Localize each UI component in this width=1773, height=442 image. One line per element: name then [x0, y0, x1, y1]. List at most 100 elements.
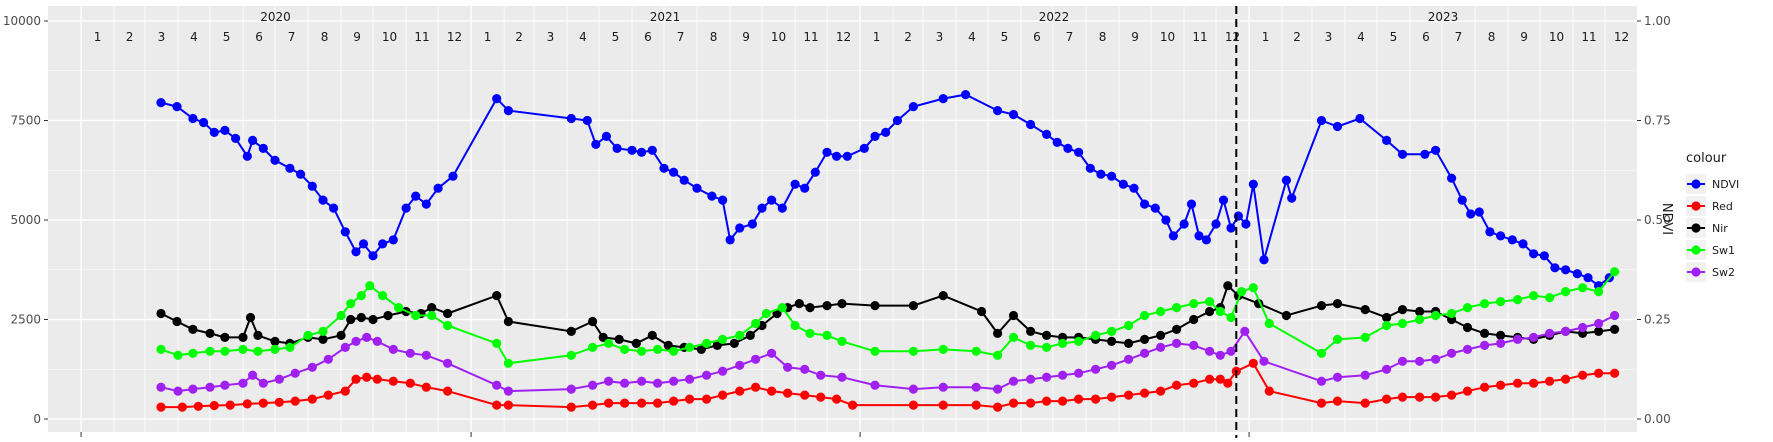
point-sw1 [1431, 310, 1441, 321]
point-sw1 [1237, 287, 1247, 297]
point-sw1 [188, 348, 198, 358]
point-nir [663, 340, 673, 350]
point-ndvi [747, 219, 758, 229]
point-red [492, 400, 502, 410]
point-nir [745, 330, 755, 340]
point-sw1 [637, 346, 647, 356]
month-label: 8 [1099, 30, 1107, 44]
point-ndvi [1074, 147, 1084, 157]
point-sw1 [777, 303, 787, 313]
point-nir [336, 330, 346, 340]
point-nir [598, 332, 608, 342]
month-label: 9 [742, 30, 750, 44]
year-label: 2022 [1039, 10, 1070, 24]
point-red [1091, 394, 1101, 404]
point-sw1 [790, 320, 800, 331]
month-label: 12 [836, 30, 851, 44]
point-ndvi [1382, 135, 1392, 145]
point-nir [805, 303, 815, 313]
point-sw1 [173, 350, 183, 360]
point-ndvi [1140, 199, 1150, 209]
point-sw2 [443, 358, 453, 368]
point-red [193, 401, 203, 411]
point-red [1205, 374, 1215, 384]
month-labels: 1 2 3 4 5 6 7 8 9 10 11 12 1 2 3 4 5 6 7 8 9 10 11 12 1 2 3 4 5 6 7 8 9 1… [94, 30, 1629, 44]
point-nir [188, 324, 198, 334]
point-sw2 [1156, 342, 1166, 352]
point-sw1 [566, 350, 576, 360]
point-ndvi [1496, 231, 1506, 241]
point-ndvi [1332, 121, 1343, 132]
point-sw2 [220, 380, 230, 390]
point-sw2 [993, 384, 1003, 394]
point-sw1 [346, 299, 356, 309]
month-label: 2 [904, 30, 912, 44]
point-ndvi [1194, 231, 1204, 241]
point-sw1 [669, 346, 679, 356]
point-nir [908, 301, 919, 311]
point-red [1058, 396, 1068, 406]
point-ndvi [220, 125, 230, 135]
point-nir [427, 303, 437, 313]
point-nir [1008, 310, 1019, 321]
point-sw1 [1610, 267, 1620, 277]
year-label: 2021 [650, 10, 681, 24]
month-label: 5 [1001, 30, 1009, 44]
point-ndvi [679, 175, 689, 185]
point-sw1 [1226, 312, 1236, 323]
point-sw2 [604, 376, 614, 386]
point-red [783, 388, 793, 398]
point-ndvi [627, 145, 637, 155]
point-sw1 [1578, 283, 1588, 293]
point-nir [1042, 330, 1052, 340]
point-nir [566, 326, 576, 336]
point-red [751, 382, 761, 392]
point-ndvi [318, 195, 328, 205]
point-sw1 [238, 344, 248, 354]
point-ndvi [1355, 113, 1365, 124]
point-nir [205, 328, 215, 338]
point-red [604, 398, 614, 408]
point-sw1 [1124, 320, 1134, 331]
point-ndvi [842, 151, 852, 161]
y-tick-label: 10000 [3, 14, 41, 28]
point-nir [712, 340, 722, 350]
point-ndvi [1168, 231, 1178, 241]
legend-key-point [1691, 267, 1701, 277]
point-sw1 [685, 342, 695, 352]
month-label: 7 [1066, 30, 1074, 44]
month-label: 3 [158, 30, 166, 44]
point-red [637, 398, 647, 408]
point-red [388, 376, 398, 386]
point-sw2 [1091, 364, 1101, 374]
point-nir [443, 308, 453, 319]
point-sw2 [1382, 364, 1392, 374]
month-label: 3 [547, 30, 555, 44]
point-nir [172, 316, 182, 327]
point-ndvi [1287, 193, 1297, 203]
point-nir [1360, 305, 1370, 315]
point-ndvi [433, 183, 443, 193]
point-sw2 [1594, 318, 1604, 329]
point-red [971, 400, 981, 410]
month-label: 4 [1357, 30, 1365, 44]
point-red [372, 374, 382, 384]
y2-tick-label: 0.00 [1644, 412, 1671, 426]
point-nir [647, 330, 657, 340]
point-red [340, 386, 350, 396]
point-nir [794, 299, 804, 309]
point-sw1 [378, 291, 388, 301]
point-ndvi [647, 145, 657, 155]
point-ndvi [1431, 145, 1441, 155]
point-red [1431, 392, 1441, 402]
point-sw2 [362, 332, 372, 342]
legend-key-point [1691, 245, 1701, 255]
point-sw2 [669, 376, 679, 386]
point-nir [1026, 326, 1036, 336]
point-sw2 [1205, 346, 1215, 356]
point-ndvi [1042, 129, 1052, 139]
point-sw1 [1107, 326, 1117, 336]
point-ndvi [859, 143, 869, 153]
point-ndvi [767, 195, 777, 205]
